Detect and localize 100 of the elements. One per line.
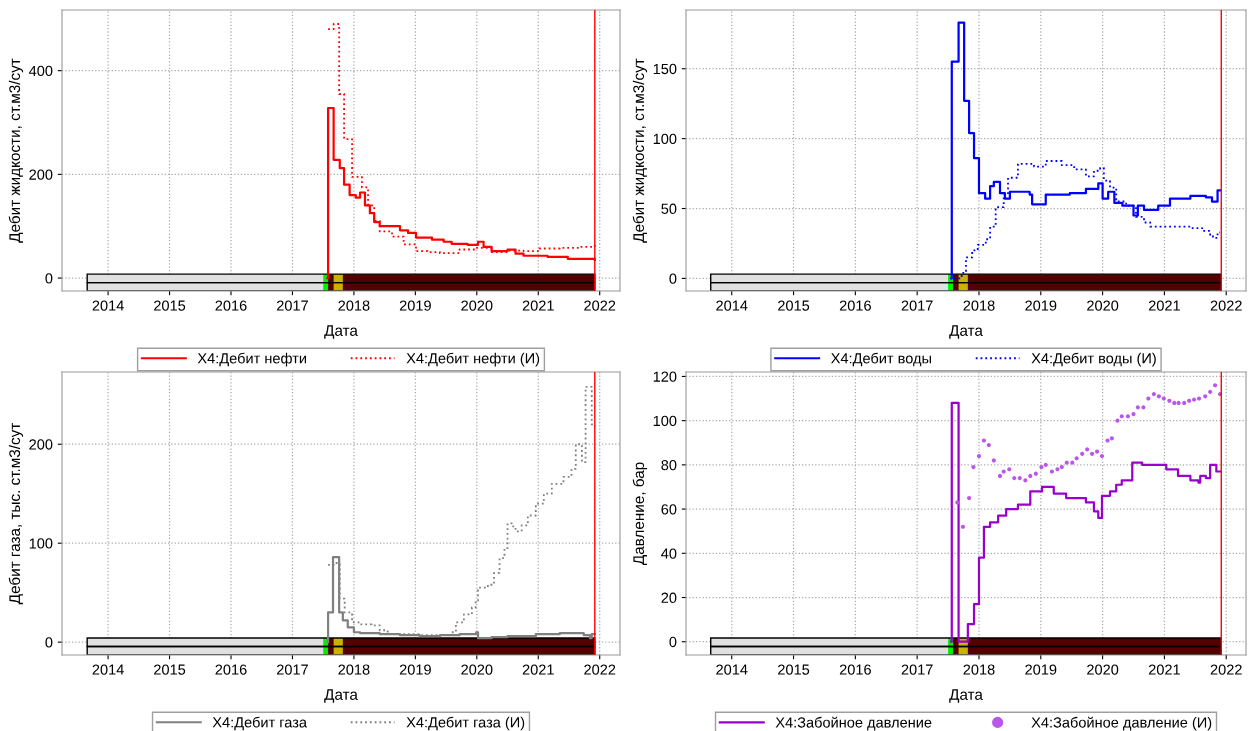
y-tick-label: 20 [661, 592, 677, 603]
point [1049, 469, 1054, 474]
point [1141, 405, 1146, 410]
x-tick-label: 2016 [839, 300, 871, 311]
point [1023, 478, 1028, 483]
legend-label: X4:Забойное давление [775, 716, 932, 731]
x-tick-label: 2016 [839, 664, 871, 675]
x-tick-label: 2019 [1025, 664, 1057, 675]
x-tick-label: 2015 [778, 300, 810, 311]
legend-label: X4:Дебит нефти [197, 352, 306, 367]
y-tick-label: 150 [653, 63, 677, 75]
y-tick-label: 200 [29, 169, 53, 180]
point [1028, 473, 1033, 478]
x-tick-label: 2019 [1025, 300, 1057, 311]
x-axis-title: Дата [324, 325, 358, 339]
x-tick-label: 2017 [901, 300, 933, 311]
point [997, 473, 1003, 478]
point [960, 524, 965, 529]
x-axis-title: Дата [949, 689, 983, 703]
point [967, 495, 972, 501]
x-tick-label: 2020 [461, 300, 493, 311]
point [1012, 476, 1017, 481]
y-tick-label: 0 [669, 273, 677, 284]
point [1059, 464, 1064, 470]
y-tick-label: 120 [653, 371, 677, 382]
y-tick-label: 400 [28, 65, 53, 77]
x-tick-label: 2015 [778, 664, 810, 675]
x-tick-label: 2015 [154, 664, 186, 675]
y-tick-label: 100 [653, 415, 677, 427]
x-tick-label: 2014 [716, 300, 748, 311]
x-tick-label: 2022 [584, 664, 616, 675]
legend-label: X4:Дебит воды [831, 352, 931, 367]
y-tick-label: 0 [45, 273, 53, 284]
x-tick-label: 2020 [1087, 300, 1119, 311]
x-tick-label: 2016 [215, 664, 247, 675]
point [1182, 400, 1187, 406]
legend-label: X4:Дебит воды (И) [1031, 352, 1156, 367]
y-tick-label: 0 [669, 636, 677, 648]
x-tick-label: 2021 [1148, 664, 1180, 675]
legend-label: X4:Забойное давление (И) [1031, 716, 1212, 731]
x-tick-label: 2017 [276, 300, 308, 311]
point [1187, 398, 1192, 403]
y-tick-label: 100 [653, 133, 677, 145]
legend-label: X4:Дебит газа [212, 716, 308, 731]
point [1135, 405, 1140, 410]
point [1039, 464, 1044, 470]
x-tick-label: 2015 [154, 300, 186, 311]
point [1161, 396, 1166, 401]
x-tick-label: 2018 [338, 664, 370, 675]
point [1043, 462, 1048, 467]
x-tick-label: 2019 [399, 300, 431, 311]
y-axis-title: Дебит газа, тыс. ст.м3/сут [8, 422, 24, 605]
point [1119, 414, 1124, 419]
point [1090, 451, 1095, 456]
point [1167, 398, 1172, 403]
point [1172, 400, 1177, 406]
y-tick-label: 40 [661, 548, 677, 559]
point [1213, 383, 1218, 388]
x-axis-title: Дата [949, 325, 983, 339]
x-tick-label: 2022 [584, 300, 616, 311]
point [981, 438, 987, 443]
point [1208, 389, 1213, 394]
x-tick-label: 2017 [276, 664, 308, 675]
point [1192, 397, 1197, 402]
y-tick-label: 50 [661, 203, 677, 214]
legend-label: X4:Дебит газа (И) [406, 716, 525, 731]
x-tick-label: 2018 [963, 664, 995, 675]
point [986, 442, 991, 448]
legend-label: X4:Дебит нефти (И) [406, 352, 540, 367]
y-tick-label: 60 [661, 504, 677, 515]
x-tick-label: 2014 [92, 300, 124, 311]
y-tick-label: 0 [45, 637, 53, 648]
y-axis-title: Дебит жидкости, ст.м3/сут [8, 58, 24, 243]
point [1105, 438, 1110, 443]
x-tick-label: 2014 [716, 664, 748, 675]
y-tick-label: 100 [29, 538, 53, 549]
x-tick-label: 2021 [1148, 300, 1180, 311]
x-tick-label: 2022 [1210, 664, 1242, 675]
x-tick-label: 2018 [963, 300, 995, 311]
point [1064, 460, 1069, 465]
x-tick-label: 2021 [522, 664, 554, 675]
y-tick-label: 80 [661, 459, 677, 471]
x-tick-label: 2017 [901, 664, 933, 675]
point [1080, 451, 1085, 456]
y-tick-label: 200 [29, 439, 53, 450]
x-tick-label: 2020 [461, 664, 493, 675]
point [991, 458, 996, 463]
x-tick-label: 2022 [1210, 300, 1242, 311]
x-tick-label: 2014 [92, 664, 124, 675]
point [1176, 400, 1181, 406]
point [1109, 436, 1114, 441]
point [971, 464, 976, 470]
x-axis-title: Дата [324, 689, 358, 703]
point [1085, 447, 1090, 452]
point [1007, 467, 1012, 472]
point [1151, 392, 1156, 397]
y-axis-title: Давление, бар [632, 462, 648, 566]
point [1156, 394, 1161, 399]
point [1094, 449, 1100, 454]
y-axis-title: Дебит жидкости, ст.м3/сут [632, 58, 648, 243]
